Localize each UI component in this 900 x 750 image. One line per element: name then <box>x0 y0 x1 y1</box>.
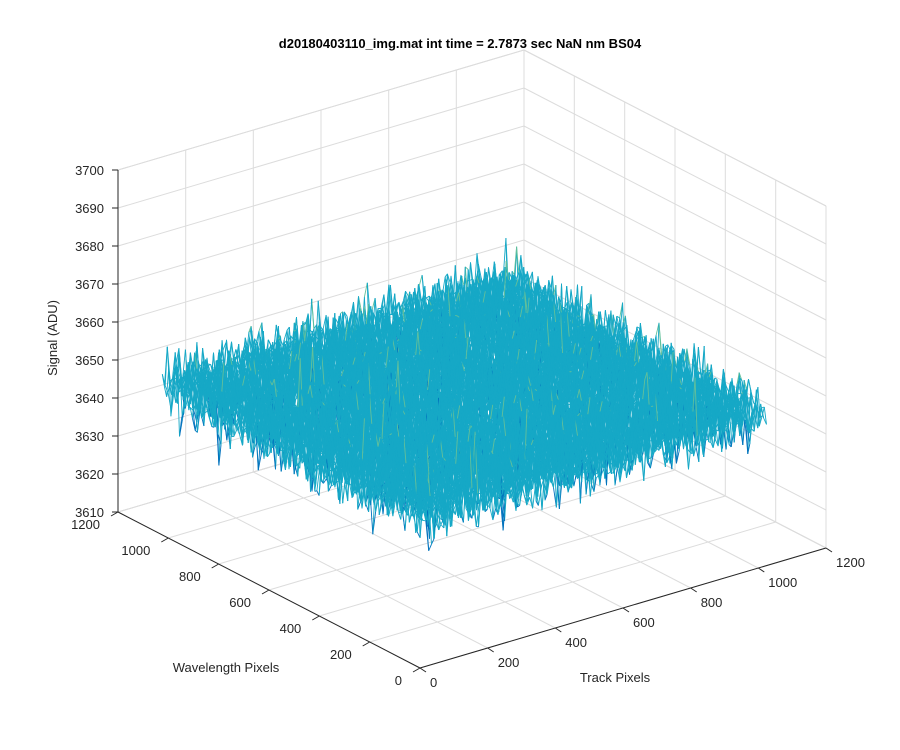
surface-segment <box>402 291 406 321</box>
y-gridline <box>268 469 676 591</box>
surface-segment <box>222 342 227 351</box>
surface-segment <box>418 274 423 287</box>
surface-mesh <box>161 238 767 551</box>
surface-segment <box>426 295 430 299</box>
surface-segment <box>515 272 520 281</box>
surface-segment <box>207 365 212 375</box>
y-gridline <box>369 521 776 643</box>
surface-segment <box>169 378 173 387</box>
y-gridline <box>319 495 726 617</box>
surface-segment <box>182 349 186 381</box>
surface-segment <box>469 278 473 281</box>
surface-segment <box>363 282 368 298</box>
